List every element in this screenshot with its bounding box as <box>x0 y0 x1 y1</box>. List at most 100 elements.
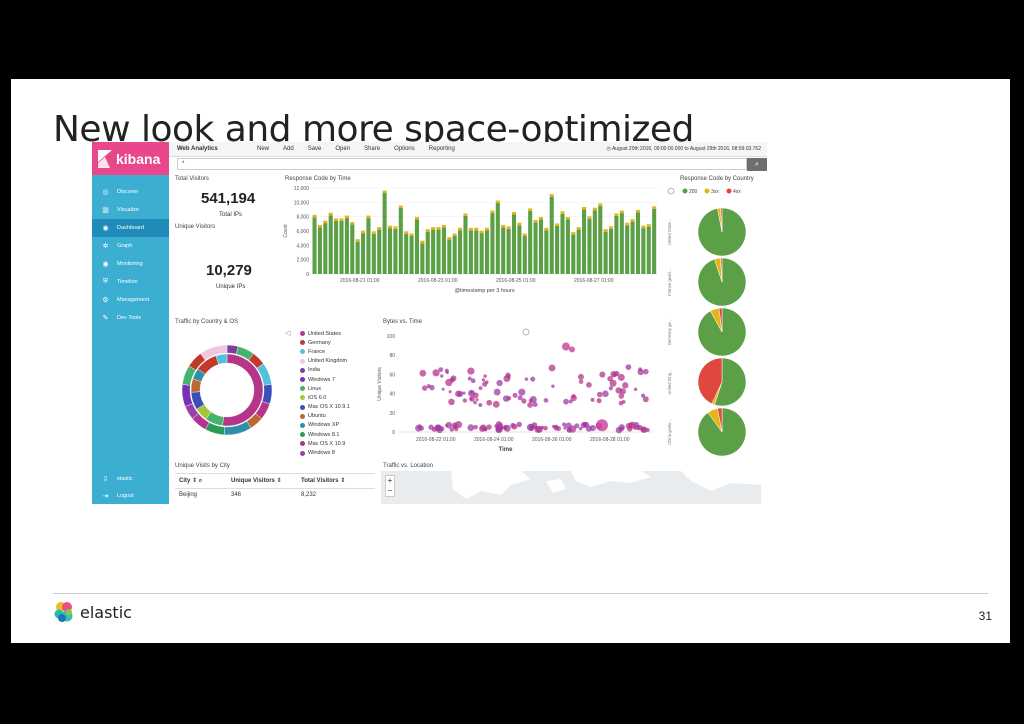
bar-200 <box>565 219 570 274</box>
scatter-point <box>440 374 444 378</box>
bar-200 <box>511 214 517 274</box>
scatter-point <box>586 382 592 388</box>
col-unique-visitors[interactable]: Unique Visitors ⇕ <box>231 478 282 484</box>
legend-item[interactable]: United States <box>292 329 382 338</box>
bar-3xx <box>393 226 398 229</box>
scatter-point <box>562 342 570 351</box>
country-label: Germany ge... <box>667 319 672 346</box>
donut-slice <box>200 344 228 361</box>
scatter-point <box>602 390 609 398</box>
bar-3xx <box>576 227 581 230</box>
time-picker[interactable]: ◷ August 20th 2016, 09:00:00.000 to Augu… <box>606 146 761 152</box>
scatter-point <box>462 398 468 403</box>
bar-200 <box>312 217 317 274</box>
col-city[interactable]: City ⇕ ⌕ <box>179 478 203 484</box>
search-input[interactable]: * <box>177 158 747 170</box>
x-tick-label: 2016-08-21 01:00 <box>340 278 380 284</box>
bar-3xx <box>549 194 554 197</box>
scatter-point <box>543 398 549 403</box>
bar-3xx <box>646 224 651 227</box>
menu-reporting[interactable]: Reporting <box>428 146 455 152</box>
search-button[interactable]: ⌕ <box>747 158 767 171</box>
bar-3xx <box>538 217 543 220</box>
scatter-point <box>596 391 603 398</box>
bar-200 <box>619 213 624 274</box>
country-label: France geois... <box>667 268 672 296</box>
zoom-in-button[interactable]: + <box>387 476 393 485</box>
scatter-point <box>449 427 455 432</box>
sidebar-item-elastic[interactable]: ⇩ elastic <box>92 470 169 488</box>
bar-3xx <box>371 231 376 234</box>
x-tick-label: 2016-08-24 01:00 <box>474 437 514 443</box>
col-total-visitors[interactable]: Total Visitors ⇕ <box>301 478 346 484</box>
bar-3xx <box>625 222 630 226</box>
legend-dot <box>300 395 305 401</box>
menu-new[interactable]: New <box>257 146 270 152</box>
bar-3xx <box>506 226 511 229</box>
clock-icon: ◷ <box>606 146 612 152</box>
scatter-point <box>534 426 542 433</box>
legend-item[interactable]: Linux <box>292 384 382 393</box>
sidebar-item-dev-tools[interactable]: ✎ Dev Tools <box>92 309 169 327</box>
bar-3xx <box>517 222 522 226</box>
sidebar-item-logout[interactable]: ⇥ Logout <box>92 487 169 504</box>
bar-3xx <box>377 227 382 230</box>
total-visitors-label: Total IPs <box>219 212 243 218</box>
bar-3xx <box>544 227 549 231</box>
x-axis-label: @timestamp per 3 hours <box>454 288 515 294</box>
scatter-point <box>521 398 527 404</box>
scatter-point <box>436 426 443 434</box>
sidebar-item-dashboard[interactable]: ◉ Dashboard <box>92 219 169 237</box>
legend-item[interactable]: Ubuntu <box>292 412 382 421</box>
bar-3xx <box>495 200 500 204</box>
sidebar-item-management[interactable]: ⚙ Management <box>92 291 169 309</box>
bar-200 <box>458 230 463 274</box>
bar-3xx <box>641 225 646 229</box>
legend-item[interactable]: Windows 8 <box>292 448 382 457</box>
menu-share[interactable]: Share <box>364 146 381 152</box>
bar-3xx <box>501 224 506 228</box>
page-number: 31 <box>978 609 992 623</box>
bar-200 <box>425 231 430 274</box>
sidebar-item-visualize[interactable]: ▥ Visualize <box>92 201 169 219</box>
menu-add[interactable]: Add <box>283 146 294 152</box>
bar-3xx <box>560 211 565 214</box>
scatter-point <box>607 375 613 382</box>
sidebar-item-monitoring[interactable]: ◉ Monitoring <box>92 255 169 273</box>
legend-item[interactable]: France <box>292 347 382 356</box>
scatter-point <box>554 424 558 429</box>
scatter-point <box>548 364 556 372</box>
scatter-point <box>451 422 458 429</box>
legend-item[interactable]: Windows 8.1 <box>292 430 382 439</box>
legend-dot <box>300 441 305 447</box>
world-map[interactable] <box>381 471 761 504</box>
legend-item[interactable]: India <box>292 366 382 375</box>
y-axis-label: Count <box>283 224 289 238</box>
legend-item[interactable]: Germany <box>292 338 382 347</box>
legend-item[interactable]: Mac OS X 10.9.1 <box>292 403 382 412</box>
scatter-point <box>578 426 583 431</box>
sidebar-item-label: Management <box>117 297 150 303</box>
scatter-point <box>502 425 508 431</box>
legend-item[interactable]: iOS 6.0 <box>292 393 382 402</box>
scatter-point <box>530 376 536 382</box>
menu-save[interactable]: Save <box>307 146 322 152</box>
legend-item[interactable]: United Kingdom <box>292 357 382 366</box>
zoom-out-button[interactable]: − <box>387 486 393 495</box>
menu-options[interactable]: Options <box>394 146 415 152</box>
legend-dot <box>300 450 305 456</box>
legend-item[interactable]: Windows XP <box>292 421 382 430</box>
sidebar-item-discover[interactable]: ◎ Discover <box>92 183 169 201</box>
kibana-logo[interactable]: kibana <box>92 142 169 175</box>
y-tick-label: 6,000 <box>296 229 309 235</box>
bar-200 <box>409 236 414 274</box>
legend-item[interactable]: Windows 7 <box>292 375 382 384</box>
collapse-icon[interactable]: ◁ <box>285 330 291 337</box>
scatter-point <box>642 396 649 403</box>
sidebar-item-label: Visualize <box>117 207 139 213</box>
scatter-point <box>457 390 464 397</box>
menu-open[interactable]: Open <box>335 146 351 152</box>
sidebar-item-graph[interactable]: ✲ Graph <box>92 237 169 255</box>
legend-item[interactable]: Mac OS X 10.9 <box>292 439 382 448</box>
sidebar-item-timelion[interactable]: ⛨ Timelion <box>92 273 169 291</box>
